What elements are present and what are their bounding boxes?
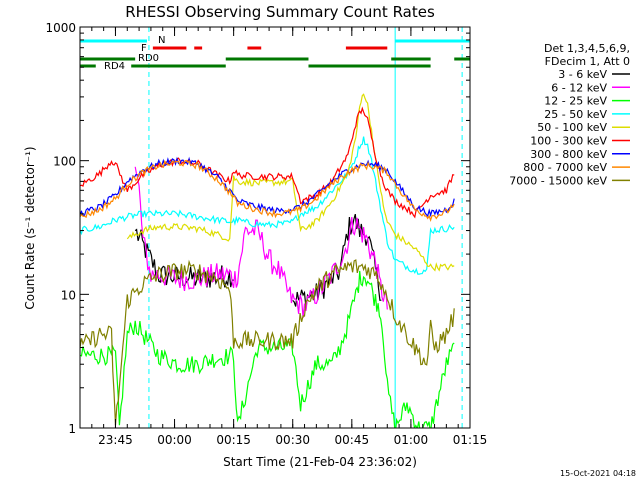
state-bar-label-n: N: [158, 35, 165, 46]
legend-label-7000-15000-kev: 7000 - 15000 keV: [509, 174, 607, 187]
series-line-100-300-kev: [80, 106, 455, 219]
state-bar-label-rd0: RD0: [138, 53, 159, 64]
legend-label-25-50-kev: 25 - 50 keV: [544, 108, 607, 121]
legend-label-50-100-kev: 50 - 100 keV: [537, 121, 607, 134]
legend-label-3-6-kev: 3 - 6 keV: [558, 68, 607, 81]
x-tick-label-0100: 01:00: [394, 433, 429, 447]
series-line-800-7000-kev: [80, 159, 455, 222]
y-axis-label: Count Rate (s⁻¹ detector⁻¹): [23, 146, 37, 309]
state-bar-label-f: F: [141, 43, 147, 54]
series-line-25-50-kev: [80, 136, 455, 275]
legend-label-6-12-kev: 6 - 12 keV: [551, 81, 607, 94]
legend-label-12-25-kev: 12 - 25 keV: [544, 95, 607, 108]
plot-area: [80, 27, 470, 428]
y-tick-label-1000: 1000: [45, 21, 76, 35]
x-tick-label-0015: 00:15: [216, 433, 251, 447]
x-tick-label-2345: 23:45: [98, 433, 133, 447]
legend-header-line-2: FDecim 1, Att 0: [545, 55, 630, 68]
chart-title: RHESSI Observing Summary Count Rates: [125, 3, 435, 21]
x-axis-label: Start Time (21-Feb-04 23:36:02): [223, 455, 417, 469]
legend-label-300-800-kev: 300 - 800 keV: [530, 148, 607, 161]
y-tick-label-1: 1: [68, 422, 76, 436]
x-tick-label-0030: 00:30: [275, 433, 310, 447]
legend-label-800-7000-kev: 800 - 7000 keV: [523, 161, 607, 174]
plot-frame: [79, 26, 471, 429]
legend-label-100-300-kev: 100 - 300 keV: [530, 135, 607, 148]
y-tick-label-10: 10: [61, 288, 76, 302]
series-line-7000-15000-kev: [80, 259, 455, 426]
x-tick-label-0045: 00:45: [335, 433, 370, 447]
legend-header-line-1: Det 1,3,4,5,6,9,: [544, 42, 630, 55]
axes: 1 10 100 1000 23:45 00:00 00:15 00:30 00:45 01:00…: [45, 21, 487, 447]
state-bar-label-rd4: RD4: [104, 61, 125, 72]
x-tick-label-0000: 00:00: [157, 433, 192, 447]
series-line-6-12-kev: [134, 166, 388, 318]
x-tick-label-0115: 01:15: [453, 433, 488, 447]
y-tick-label-100: 100: [53, 155, 76, 169]
footer-timestamp: 15-Oct-2021 04:18: [560, 469, 636, 478]
